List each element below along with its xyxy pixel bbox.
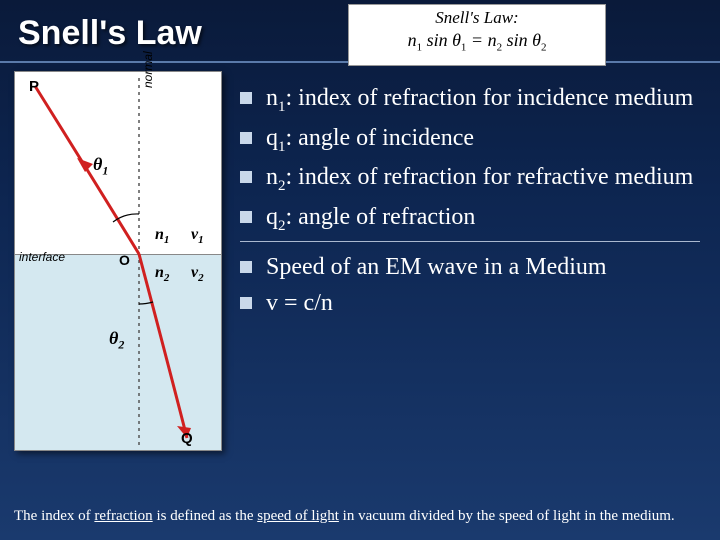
- n2-sub: 2: [164, 272, 170, 284]
- label-P: P: [29, 78, 39, 95]
- bullet-square-icon: [240, 132, 252, 144]
- b0-pre: n: [266, 85, 278, 111]
- footer-b: refraction: [94, 508, 152, 524]
- footer-c: is defined as the: [153, 508, 258, 524]
- eq-n1: n: [408, 30, 417, 50]
- b3-sub: 2: [278, 217, 286, 233]
- equation-title: Snell's Law:: [349, 8, 605, 28]
- label-theta2: θ2: [109, 328, 124, 353]
- footer-a: The index of: [14, 508, 94, 524]
- theta1-sym: θ: [93, 154, 102, 174]
- label-interface: interface: [19, 250, 65, 264]
- bullet-item: q1: angle of incidence: [240, 123, 700, 157]
- bullet-item: n1: index of refraction for incidence me…: [240, 83, 700, 117]
- equation-formula: n1 sin θ1 = n2 sin θ2: [349, 30, 605, 54]
- bullet-square-icon: [240, 261, 252, 273]
- v2-sub: 2: [198, 272, 204, 284]
- label-O: O: [119, 252, 130, 268]
- equation-box: Snell's Law: n1 sin θ1 = n2 sin θ2: [348, 4, 606, 66]
- theta2-sub: 2: [118, 338, 124, 352]
- eq-sin2: sin: [502, 30, 532, 50]
- label-normal: normal: [145, 51, 159, 88]
- label-v1: v1: [191, 226, 204, 246]
- bullet-item: q2: angle of refraction: [240, 202, 700, 236]
- theta1-sub: 1: [102, 164, 108, 178]
- bullet-text: n2: index of refraction for refractive m…: [266, 162, 693, 196]
- b1-rest: : angle of incidence: [286, 125, 475, 151]
- bullet-square-icon: [240, 297, 252, 309]
- bullet-divider: [240, 241, 700, 242]
- label-normal-text: normal: [141, 51, 155, 88]
- footer-definition: The index of refraction is defined as th…: [14, 507, 706, 527]
- eq-sin1: sin: [422, 30, 452, 50]
- b2-sub: 2: [278, 178, 286, 194]
- label-v2: v2: [191, 264, 204, 284]
- b1-pre: q: [266, 125, 278, 151]
- label-n2: n2: [155, 264, 169, 284]
- b0-sub: 1: [278, 99, 286, 115]
- bullet-item: Speed of an EM wave in a Medium: [240, 252, 700, 282]
- b0-rest: : index of refraction for incidence medi…: [286, 85, 694, 111]
- footer-d: speed of light: [257, 508, 339, 524]
- b2-rest: : index of refraction for refractive med…: [286, 164, 694, 190]
- bullet-text: n1: index of refraction for incidence me…: [266, 83, 693, 117]
- eq-t1: θ: [452, 30, 461, 50]
- b2-pre: n: [266, 164, 278, 190]
- eq-t2-sub: 2: [541, 42, 547, 54]
- b3-rest: : angle of refraction: [286, 204, 476, 230]
- bullet-text: Speed of an EM wave in a Medium: [266, 252, 607, 282]
- bullet-item: n2: index of refraction for refractive m…: [240, 162, 700, 196]
- b1-sub: 1: [278, 138, 286, 154]
- bullet-text: v = c/n: [266, 288, 333, 318]
- bullet-text: q2: angle of refraction: [266, 202, 475, 236]
- theta2-sym: θ: [109, 328, 118, 348]
- content-row: P Q O normal interface θ1 θ2 n1 v1 n2 v2…: [0, 71, 720, 451]
- v1-sub: 1: [198, 234, 204, 246]
- label-theta1: θ1: [93, 154, 108, 179]
- incident-arrow-icon: [77, 158, 93, 172]
- bullet-text: q1: angle of incidence: [266, 123, 474, 157]
- label-Q: Q: [181, 430, 193, 447]
- bullet-square-icon: [240, 211, 252, 223]
- bullet-column: n1: index of refraction for incidence me…: [240, 71, 720, 451]
- eq-equals: =: [466, 30, 487, 50]
- n2-sym: n: [155, 264, 164, 281]
- n1-sub: 1: [164, 234, 170, 246]
- label-n1: n1: [155, 226, 169, 246]
- refraction-diagram: P Q O normal interface θ1 θ2 n1 v1 n2 v2: [14, 71, 222, 451]
- bullet-square-icon: [240, 171, 252, 183]
- b3-pre: q: [266, 204, 278, 230]
- footer-e: in vacuum divided by the speed of light …: [339, 508, 675, 524]
- eq-t2: θ: [532, 30, 541, 50]
- bullet-square-icon: [240, 92, 252, 104]
- n1-sym: n: [155, 226, 164, 243]
- bullet-item: v = c/n: [240, 288, 700, 318]
- eq-n2: n: [488, 30, 497, 50]
